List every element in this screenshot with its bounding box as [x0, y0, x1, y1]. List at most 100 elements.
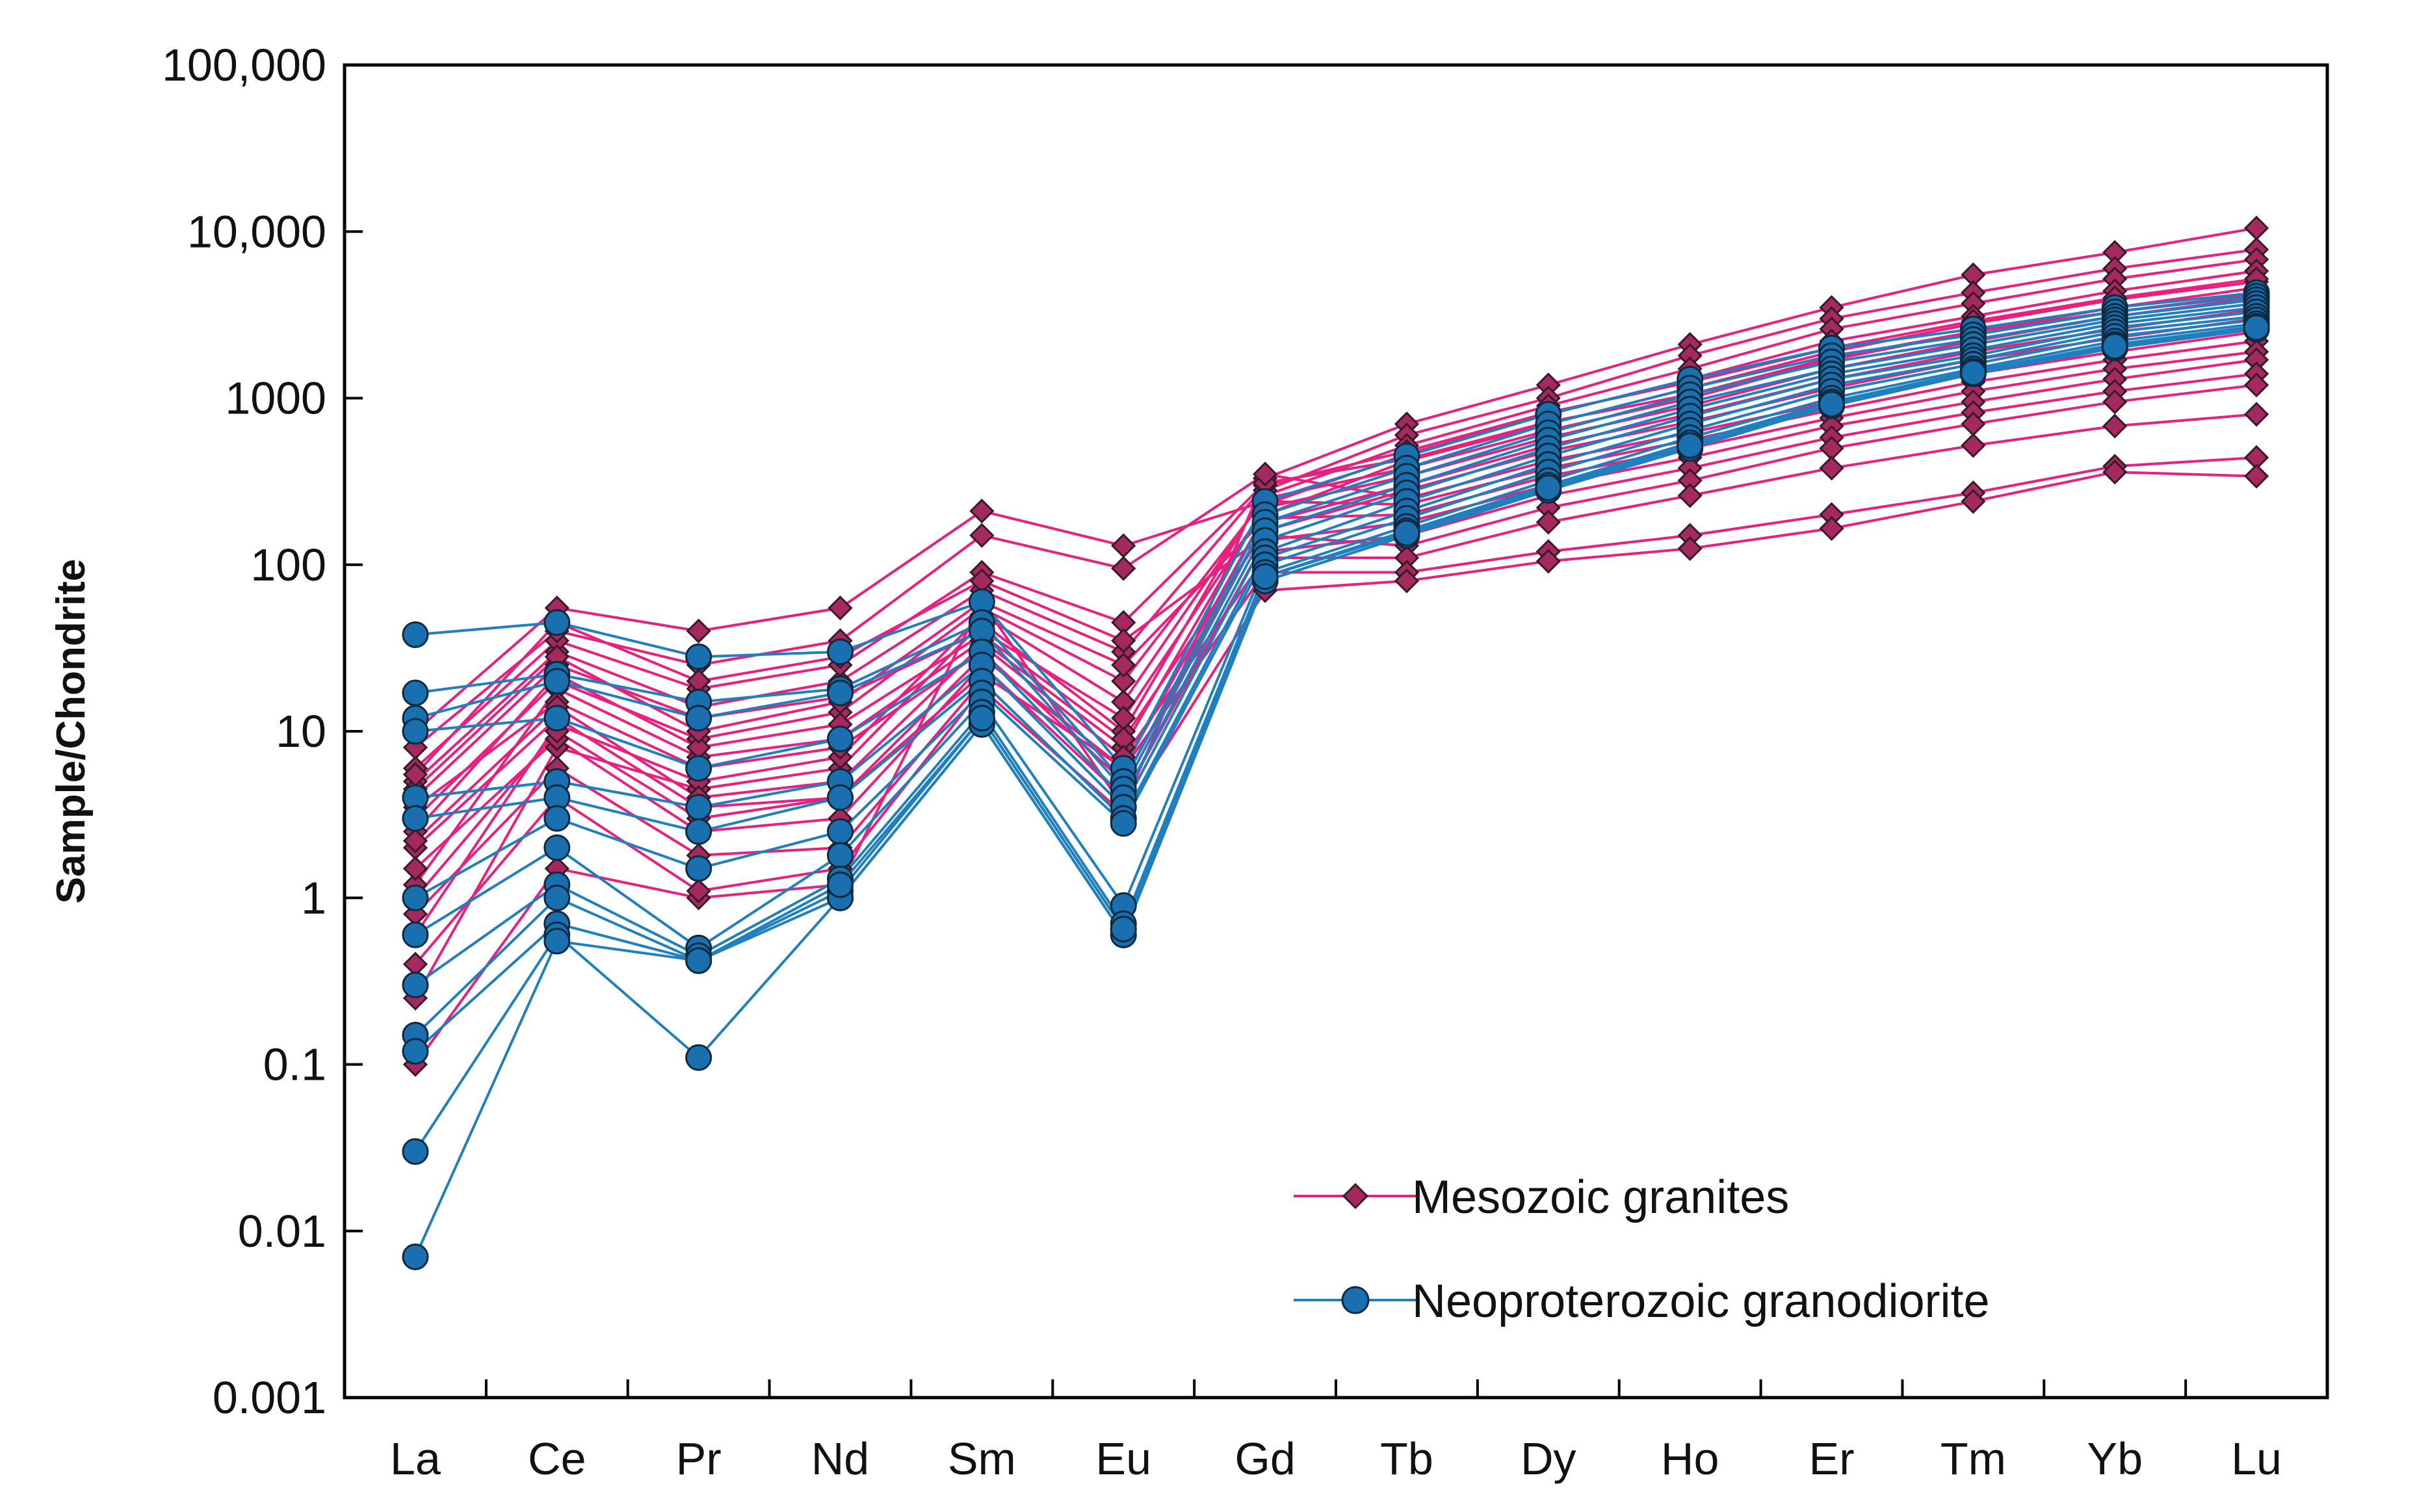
series-line-mesozoic: [414, 248, 2257, 999]
series-line-mesozoic: [414, 226, 2257, 1065]
data-point-neoproterozoic: [402, 1037, 429, 1065]
data-point-mesozoic: [1535, 510, 1561, 535]
data-point-neoproterozoic: [827, 784, 854, 811]
y-tick-label: 100: [250, 540, 326, 590]
data-point-neoproterozoic: [402, 884, 429, 911]
data-point-neoproterozoic: [402, 1243, 429, 1270]
data-point-neoproterozoic: [968, 705, 995, 732]
x-tick-label: Yb: [2087, 1433, 2143, 1484]
x-tick-label: Dy: [1521, 1433, 1576, 1484]
data-point-mesozoic: [686, 618, 711, 644]
data-point-neoproterozoic: [1110, 915, 1137, 943]
x-tick-label: Tm: [1940, 1433, 2006, 1484]
series-line-neoproterozoic: [415, 291, 2257, 770]
series-markers: [402, 215, 2270, 1270]
x-tick-label: Ho: [1661, 1433, 1719, 1484]
data-point-neoproterozoic: [402, 921, 429, 948]
data-point-neoproterozoic: [827, 871, 854, 898]
data-point-neoproterozoic: [402, 621, 429, 648]
data-point-mesozoic: [1111, 668, 1136, 694]
data-point-neoproterozoic: [827, 842, 854, 869]
series-line-neoproterozoic: [414, 315, 2257, 900]
data-point-mesozoic: [402, 828, 428, 854]
data-point-neoproterozoic: [543, 928, 571, 955]
data-point-neoproterozoic: [827, 818, 854, 845]
x-tick-label: Nd: [811, 1433, 869, 1484]
series-line-neoproterozoic: [414, 319, 2257, 950]
series-line-mesozoic: [414, 456, 2257, 899]
axis-ticks: [345, 64, 2188, 1399]
data-point-neoproterozoic: [402, 971, 429, 998]
data-point-neoproterozoic: [1818, 391, 1845, 418]
data-point-mesozoic: [1111, 556, 1136, 581]
data-point-neoproterozoic: [827, 638, 854, 666]
x-tick-label: Pr: [676, 1433, 722, 1484]
y-tick-label: 1: [301, 872, 326, 923]
data-point-neoproterozoic: [543, 668, 571, 695]
series-line-neoproterozoic: [415, 294, 2257, 783]
data-point-neoproterozoic: [685, 947, 712, 974]
y-axis-title: Sample/Chondrite: [49, 559, 94, 904]
data-point-mesozoic: [686, 878, 711, 904]
data-point-neoproterozoic: [685, 643, 712, 670]
data-point-neoproterozoic: [402, 805, 429, 832]
data-point-neoproterozoic: [685, 855, 712, 882]
y-tick-labels: 0.001 0.01 0.1 1 10 100 1000 10,000 100,000: [162, 40, 326, 1423]
data-point-neoproterozoic: [2101, 333, 2128, 360]
data-point-neoproterozoic: [402, 679, 429, 707]
data-point-mesozoic: [1961, 489, 1986, 514]
series-line-mesozoic: [414, 372, 2257, 915]
series-line-neoproterozoic: [414, 326, 2257, 1258]
data-point-mesozoic: [2243, 372, 2269, 398]
data-point-neoproterozoic: [827, 679, 854, 707]
series-line-mesozoic: [414, 471, 2257, 965]
data-point-mesozoic: [1535, 549, 1561, 574]
x-tick-label: Sm: [948, 1433, 1016, 1484]
data-point-neoproterozoic: [685, 818, 712, 845]
x-tick-label: La: [390, 1433, 441, 1484]
data-point-neoproterozoic: [1535, 474, 1562, 501]
y-tick-label: 0.1: [263, 1039, 326, 1090]
series-line-mesozoic: [414, 280, 2257, 849]
data-point-mesozoic: [1961, 433, 1986, 458]
x-tick-label: Er: [1809, 1433, 1855, 1484]
x-tick-label: Ce: [528, 1433, 586, 1484]
data-point-mesozoic: [1111, 628, 1136, 653]
y-tick-label: 10: [276, 706, 326, 757]
x-tick-label: Lu: [2231, 1433, 2282, 1484]
data-point-mesozoic: [1819, 456, 1844, 481]
x-tick-label: Gd: [1235, 1433, 1295, 1484]
y-tick-label: 100,000: [162, 40, 326, 90]
data-point-neoproterozoic: [1393, 519, 1420, 547]
y-tick-label: 1000: [225, 373, 326, 424]
data-point-mesozoic: [1111, 652, 1136, 678]
data-point-mesozoic: [828, 595, 853, 621]
data-point-neoproterozoic: [543, 884, 571, 911]
data-point-mesozoic: [1819, 515, 1844, 541]
data-point-mesozoic: [1677, 536, 1703, 562]
data-point-neoproterozoic: [1959, 359, 1987, 386]
data-point-mesozoic: [1252, 462, 1278, 487]
y-tick-label: 10,000: [187, 206, 326, 257]
data-point-mesozoic: [1677, 483, 1703, 508]
data-point-neoproterozoic: [1677, 432, 1704, 459]
series-line-neoproterozoic: [415, 306, 2257, 809]
data-point-mesozoic: [402, 856, 428, 881]
data-point-mesozoic: [969, 499, 995, 524]
x-tick-label: Eu: [1095, 1433, 1151, 1484]
data-point-mesozoic: [2102, 460, 2128, 485]
series-lines: [414, 226, 2257, 1258]
data-point-neoproterozoic: [402, 1138, 429, 1165]
data-point-neoproterozoic: [543, 805, 571, 832]
legend-label-neoproterozoic: Neoproterozoic granodiorite: [1412, 1275, 1990, 1327]
data-point-mesozoic: [2102, 413, 2128, 439]
data-point-neoproterozoic: [1110, 810, 1137, 837]
data-point-mesozoic: [1111, 533, 1136, 558]
series-line-mesozoic: [414, 293, 2257, 770]
data-point-neoproterozoic: [543, 609, 571, 636]
series-line-mesozoic: [414, 278, 2257, 783]
data-point-neoproterozoic: [827, 725, 854, 753]
legend-circle-icon: [1341, 1286, 1370, 1314]
data-point-mesozoic: [2102, 389, 2128, 415]
